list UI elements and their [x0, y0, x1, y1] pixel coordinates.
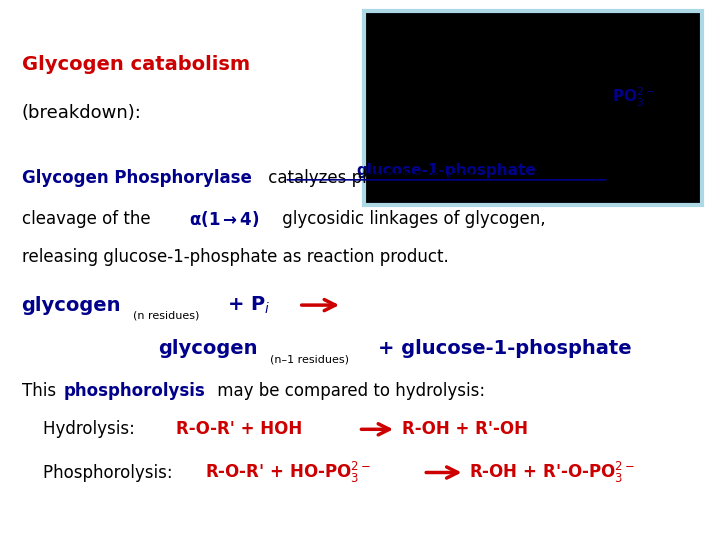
Text: R-O-R' + HOH: R-O-R' + HOH: [176, 420, 302, 438]
Text: R-OH + R'-OH: R-OH + R'-OH: [402, 420, 528, 438]
Text: $\mathbf{\alpha(1{\rightarrow}4)}$: $\mathbf{\alpha(1{\rightarrow}4)}$: [189, 208, 259, 229]
Text: Phosphorolysis:: Phosphorolysis:: [43, 463, 178, 482]
Text: glycogen: glycogen: [22, 295, 121, 315]
Text: (n residues): (n residues): [133, 311, 199, 321]
Text: Glycogen Phosphorylase: Glycogen Phosphorylase: [22, 169, 251, 187]
Text: phosphorolysis: phosphorolysis: [63, 382, 205, 401]
Text: R-OH + R'-O-PO$_3^{2-}$: R-OH + R'-O-PO$_3^{2-}$: [469, 460, 635, 485]
Text: Glycogen catabolism: Glycogen catabolism: [22, 55, 250, 75]
Text: + glucose-1-phosphate: + glucose-1-phosphate: [378, 339, 631, 358]
Text: (breakdown):: (breakdown):: [22, 104, 141, 123]
Text: glucose-1-phosphate: glucose-1-phosphate: [356, 163, 536, 178]
Text: Hydrolysis:: Hydrolysis:: [43, 420, 145, 438]
Text: R-O-R' + HO-PO$_3^{2-}$: R-O-R' + HO-PO$_3^{2-}$: [205, 460, 371, 485]
Text: This: This: [22, 382, 61, 401]
Text: glycosidic linkages of glycogen,: glycosidic linkages of glycogen,: [277, 210, 546, 228]
Text: cleavage of the: cleavage of the: [22, 210, 156, 228]
Text: glycogen: glycogen: [158, 339, 258, 358]
Text: PO$_3^{2-}$: PO$_3^{2-}$: [612, 86, 655, 109]
Text: releasing glucose-1-phosphate as reaction product.: releasing glucose-1-phosphate as reactio…: [22, 247, 449, 266]
Text: + P$_i$: + P$_i$: [227, 294, 270, 316]
Text: may be compared to hydrolysis:: may be compared to hydrolysis:: [212, 382, 485, 401]
FancyBboxPatch shape: [364, 11, 702, 205]
Text: catalyzes phosphorolytic: catalyzes phosphorolytic: [263, 169, 474, 187]
Text: (n–1 residues): (n–1 residues): [270, 354, 349, 364]
